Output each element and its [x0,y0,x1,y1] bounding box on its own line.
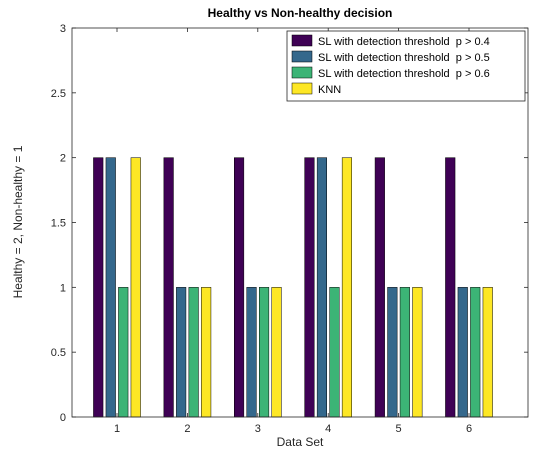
x-tick-label: 6 [466,423,472,435]
bar-series-3-set-4 [329,287,340,418]
bar-series-3-set-2 [188,287,199,418]
x-tick-label: 4 [325,423,331,435]
bar-series-4-set-4 [341,157,352,418]
y-tick-label: 2.5 [51,88,66,100]
bar-series-3-set-5 [399,287,410,418]
chart-title: Healthy vs Non-healthy decision [208,6,393,20]
bar-series-1-set-3 [234,157,245,418]
y-tick-label: 2 [60,153,66,165]
bar-series-4-set-3 [271,287,282,418]
legend-swatch [291,66,313,79]
x-tick-label: 3 [255,423,261,435]
legend-label: SL with detection threshold p > 0.4 [318,36,490,48]
x-tick-label: 2 [184,423,190,435]
bar-series-1-set-6 [445,157,456,418]
legend: SL with detection threshold p > 0.4 SL wi… [286,30,526,102]
y-tick-label: 0.5 [51,347,66,359]
bar-series-1-set-2 [163,157,174,418]
bar-series-2-set-2 [176,287,187,418]
x-axis-label: Data Set [277,435,324,449]
bar-series-3-set-3 [259,287,270,418]
bar-series-1-set-1 [93,157,104,418]
bar-series-3-set-6 [470,287,481,418]
bar-series-2-set-4 [316,157,327,418]
legend-label: SL with detection threshold p > 0.6 [318,68,490,80]
bar-series-4-set-6 [482,287,493,418]
y-tick-label: 3 [60,23,66,35]
bar-series-1-set-5 [374,157,385,418]
bar-series-2-set-1 [105,157,116,418]
legend-swatch [291,50,313,63]
y-ticks-group: 0 0.5 1 1.5 2 2.5 3 [51,23,528,424]
bar-series-4-set-2 [201,287,212,418]
y-tick-label: 1 [60,282,66,294]
y-tick-label: 0 [60,412,66,424]
legend-items: SL with detection threshold p > 0.4 SL wi… [291,34,490,96]
x-tick-label: 1 [114,423,120,435]
bar-series-3-set-1 [118,287,129,418]
bar-series-2-set-6 [457,287,468,418]
legend-swatch [291,34,313,47]
plot-frame [71,27,529,418]
bar-series-4-set-5 [412,287,423,418]
x-tick-label: 5 [396,423,402,435]
legend-label: KNN [318,84,341,96]
y-tick-label: 1.5 [51,218,66,230]
legend-label: SL with detection threshold p > 0.5 [318,52,490,64]
y-axis-label: Healthy = 2, Non-healthy = 1 [11,145,25,298]
legend-swatch [291,82,313,95]
bar-series-1-set-4 [304,157,315,418]
bar-series-2-set-5 [387,287,398,418]
bar-series-4-set-1 [130,157,141,418]
legend-box [286,30,526,102]
bar-series-2-set-3 [246,287,257,418]
